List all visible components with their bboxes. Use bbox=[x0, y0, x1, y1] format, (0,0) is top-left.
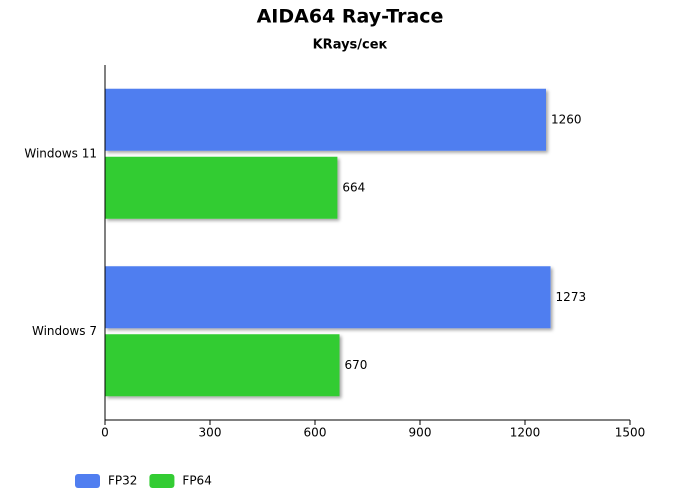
legend-swatch bbox=[149, 474, 175, 488]
legend-label: FP32 bbox=[108, 474, 137, 488]
y-tick-label: Windows 11 bbox=[24, 146, 97, 160]
bar bbox=[105, 266, 551, 329]
x-tick-label: 1200 bbox=[510, 426, 541, 440]
y-tick-label: Windows 7 bbox=[32, 324, 97, 338]
x-tick-label: 0 bbox=[101, 426, 109, 440]
legend-swatch bbox=[75, 474, 100, 488]
value-label: 1260 bbox=[551, 112, 582, 126]
x-tick-label: 300 bbox=[199, 426, 222, 440]
value-label: 1273 bbox=[556, 290, 587, 304]
x-tick-label: 1500 bbox=[615, 426, 646, 440]
legend-label: FP64 bbox=[182, 474, 211, 488]
bar bbox=[105, 334, 340, 397]
chart-title: AIDA64 Ray-Trace bbox=[257, 6, 444, 28]
value-label: 670 bbox=[345, 358, 368, 372]
bar bbox=[105, 156, 338, 219]
x-tick-label: 600 bbox=[304, 426, 327, 440]
x-tick-label: 900 bbox=[409, 426, 432, 440]
bar bbox=[105, 88, 546, 151]
value-label: 664 bbox=[342, 180, 365, 194]
chart-subtitle: KRays/сек bbox=[313, 38, 388, 53]
